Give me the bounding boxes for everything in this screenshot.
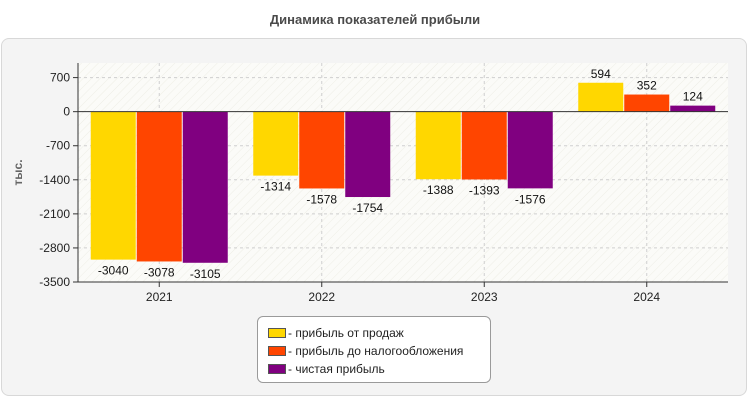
- data-labels: -3040 -1314 -1388 594 -3078 -1578 -1393 352 -310…: [98, 67, 703, 281]
- legend-swatch-pretax: [268, 346, 286, 356]
- bar-series-2-2022: [345, 111, 391, 198]
- y-tick-label: -2800: [39, 241, 70, 255]
- legend-item-net: - чистая прибыль: [268, 360, 490, 378]
- legend-item-pretax: - прибыль до налогообложения: [268, 342, 490, 360]
- x-tick-label: 2021: [146, 290, 173, 304]
- data-label: -3040: [98, 264, 129, 278]
- bar-series-1-2021: [136, 111, 182, 262]
- legend-item-sales: - прибыль от продаж: [268, 324, 490, 342]
- bar-series-2-2021: [182, 111, 228, 263]
- y-tick-label: -2100: [39, 207, 70, 221]
- data-label: -1578: [306, 192, 337, 206]
- legend-label-sales: - прибыль от продаж: [288, 326, 404, 340]
- legend-swatch-net: [268, 364, 286, 374]
- data-label: -3078: [144, 265, 175, 279]
- data-label: -3105: [190, 267, 221, 281]
- data-label: -1314: [260, 180, 291, 194]
- x-tick-label: 2022: [308, 290, 335, 304]
- bar-series-1-2022: [299, 111, 345, 189]
- legend: - прибыль от продаж - прибыль до налогоо…: [257, 316, 491, 383]
- data-label: 352: [637, 79, 657, 93]
- bar-series-1-2024: [624, 94, 670, 112]
- x-tick-label: 2024: [633, 290, 660, 304]
- y-tick-label: 700: [50, 71, 70, 85]
- legend-label-net: - чистая прибыль: [288, 362, 385, 376]
- y-tick-label: -700: [46, 139, 70, 153]
- data-label: 124: [683, 90, 703, 104]
- bar-series-0-2024: [578, 82, 624, 112]
- data-label: -1393: [469, 183, 500, 197]
- y-tick-label: -3500: [39, 275, 70, 289]
- y-axis-label: тыс.: [11, 159, 25, 185]
- bar-series-2-2023: [507, 111, 553, 189]
- y-tick-label: 0: [63, 105, 70, 119]
- bars: [90, 82, 716, 263]
- x-tick-label: 2023: [471, 290, 498, 304]
- bar-series-1-2023: [461, 111, 507, 180]
- axes: 700 0 -700 -1400 -2100 -2800 -3500 2021 2022 2023…: [39, 63, 728, 304]
- legend-label-pretax: - прибыль до налогообложения: [288, 344, 464, 358]
- data-label: -1388: [423, 183, 454, 197]
- bar-series-0-2022: [253, 111, 299, 176]
- legend-swatch-sales: [268, 328, 286, 338]
- chart-title: Динамика показателей прибыли: [269, 12, 481, 27]
- data-label: -1754: [352, 201, 383, 215]
- bar-series-0-2021: [90, 111, 136, 260]
- y-tick-label: -1400: [39, 173, 70, 187]
- data-label: -1576: [515, 192, 546, 206]
- data-label: 594: [591, 67, 611, 81]
- bar-series-0-2023: [415, 111, 461, 180]
- bar-series-2-2024: [670, 105, 716, 112]
